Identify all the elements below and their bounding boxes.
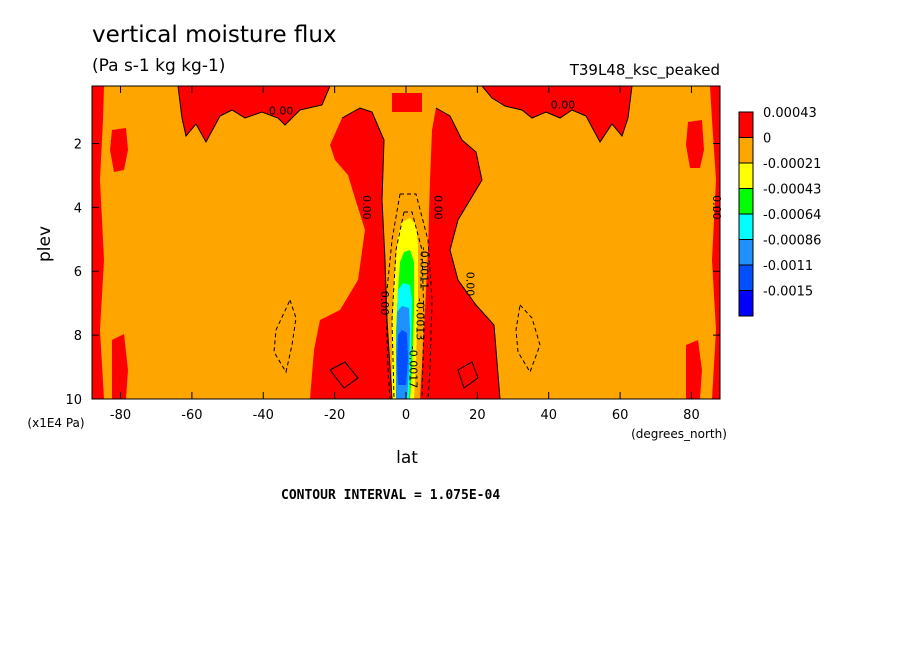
contour-label: 0.00 [360,195,373,220]
y-tick-label: 8 [74,329,82,344]
colorbar-swatch [738,111,754,138]
red-region-right-column [420,108,500,399]
colorbar-label: -0.00021 [763,157,821,172]
contour-label: 0.00 [378,291,391,316]
x-tick-label: -60 [181,408,202,423]
y-tick-label: 6 [74,265,82,280]
colorbar-swatch [738,264,754,291]
x-axis-label: lat [396,448,418,468]
plume-deep-blue [397,330,408,385]
y-tick-label: 2 [74,137,82,152]
colorbar-label: -0.00086 [763,234,821,249]
x-tick-label: 60 [612,408,629,423]
contour-labels: 0.00 0.000.00 0.00 0.000.000.00-0.0011-0.00… [269,98,723,388]
colorbar-swatch [738,162,754,189]
red-region-small-left-low [112,334,128,399]
contour-interval-note: CONTOUR INTERVAL = 1.075E-04 [281,488,501,503]
x-tick-label: -40 [253,408,274,423]
chart-title: vertical moisture flux [92,22,337,48]
axes: -80 -60 -40 -20 0 20 40 60 80 2 4 6 8 10 [65,86,720,423]
red-region-small-right-low [686,340,702,399]
colorbar-label: -0.00043 [763,183,821,198]
x-axis-units: (degrees_north) [631,427,727,441]
x-tick-label: 20 [469,408,486,423]
colorbar-swatch [738,290,754,317]
colorbar-swatch [738,137,754,164]
colorbar-label: 0.00043 [763,106,817,121]
contour-label: 0.00 [269,105,294,118]
contour-label: -0.0011 [417,247,430,289]
red-region-small-left [110,128,128,172]
red-region-small-right [686,120,704,168]
contour-label: 0.00 [464,272,477,297]
red-region-right-edge [710,86,720,399]
red-region-top-center [392,93,422,112]
red-region-left-column [310,108,392,399]
colorbar-label: -0.0015 [763,285,813,300]
colorbar-swatch [738,213,754,240]
x-tick-label: 0 [402,408,410,423]
contour-label: 0.00 [551,98,576,111]
zero-contours [177,85,633,400]
y-tick-label: 10 [65,393,82,408]
y-axis-label: plev [35,226,55,262]
contour-label: -0.0013 [414,298,427,340]
y-axis-units: (x1E4 Pa) [27,416,84,430]
x-tick-label: -20 [324,408,345,423]
y-tick-label: 4 [74,201,82,216]
red-region-left-edge [92,86,104,399]
colorbar-swatch [738,239,754,266]
contour-label: -0.0017 [407,346,420,388]
contour-label: 0.00 [432,195,445,220]
run-label: T39L48_ksc_peaked [569,61,720,79]
colorbar: 0.00043 0 -0.00021 -0.00043 -0.00064 -0.00086… [738,106,821,317]
x-tick-label: -80 [110,408,131,423]
red-region-right-upper [482,86,632,142]
colorbar-label: -0.00064 [763,208,821,223]
field-layer [92,85,720,400]
colorbar-label: -0.0011 [763,259,813,274]
colorbar-swatch [738,188,754,215]
x-tick-label: 40 [540,408,557,423]
chart-subtitle: (Pa s-1 kg kg-1) [92,56,226,76]
red-region-left-upper [178,86,330,142]
colorbar-label: 0 [763,132,771,147]
x-tick-label: 80 [683,408,700,423]
